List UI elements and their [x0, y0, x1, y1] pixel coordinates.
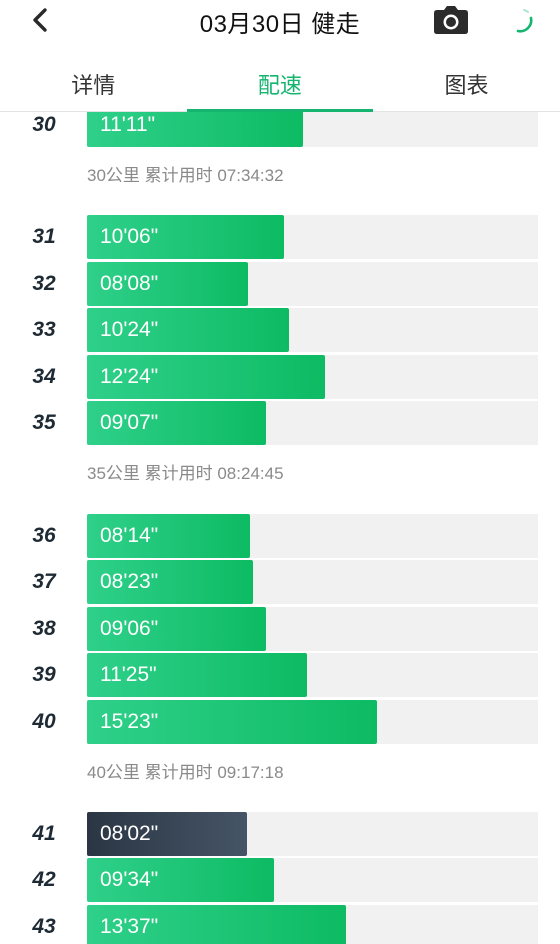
share-photo-button[interactable]	[432, 4, 470, 36]
split-row: 39 11'25"	[0, 653, 560, 697]
pace-track: 08'14"	[87, 514, 538, 558]
pace-bar: 13'37"	[87, 905, 346, 944]
km-label: 31	[32, 225, 56, 248]
km-label: 36	[32, 524, 56, 547]
pace-value: 09'06"	[100, 617, 159, 640]
pace-value: 10'24"	[100, 318, 159, 341]
km-label: 40	[32, 710, 56, 733]
pace-bar: 08'23"	[87, 560, 253, 604]
pace-track: 09'34"	[87, 858, 538, 902]
pace-bar: 10'06"	[87, 215, 284, 259]
km-label: 33	[32, 318, 56, 341]
pace-bar: 09'06"	[87, 607, 266, 651]
tab-details[interactable]: 详情	[71, 73, 116, 98]
split-row: 37 08'23"	[0, 560, 560, 604]
pace-track: 08'23"	[87, 560, 538, 604]
tab-bar: 详情 配速 图表	[0, 58, 560, 112]
split-row: 31 10'06"	[0, 215, 560, 259]
pace-track: 15'23"	[87, 700, 538, 744]
km-label: 34	[32, 365, 56, 388]
chevron-left-icon	[33, 8, 47, 32]
pace-bar: 15'23"	[87, 700, 377, 744]
tab-pace[interactable]: 配速	[186, 58, 374, 112]
cumulative-time-summary: 40公里 累计用时 09:17:18	[87, 763, 284, 782]
spinner-icon	[516, 9, 533, 33]
pace-bar: 10'24"	[87, 308, 289, 352]
pace-bar: 08'08"	[87, 262, 248, 306]
km-label: 32	[32, 272, 56, 295]
pace-value: 15'23"	[100, 710, 159, 733]
pace-track: 11'25"	[87, 653, 538, 697]
loading-indicator	[505, 5, 535, 35]
km-label: 37	[32, 570, 56, 593]
pace-value: 08'23"	[100, 570, 159, 593]
km-label: 43	[32, 915, 56, 938]
back-button[interactable]	[22, 2, 58, 38]
split-row: 32 08'08"	[0, 262, 560, 306]
pace-value: 13'37"	[100, 915, 159, 938]
split-row: 42 09'34"	[0, 858, 560, 902]
pace-track: 10'24"	[87, 308, 538, 352]
pace-value: 09'07"	[100, 411, 159, 434]
split-row: 34 12'24"	[0, 355, 560, 399]
pace-track: 09'07"	[87, 401, 538, 445]
top-bar: 03月30日 健走 详情 配速 图表	[0, 0, 560, 112]
tab-charts[interactable]: 图表	[444, 73, 489, 98]
pace-track: 08'02"	[87, 812, 538, 856]
pace-value: 11'25"	[100, 663, 157, 686]
km-label: 39	[32, 663, 56, 686]
pace-bar-fastest: 08'02"	[87, 812, 247, 856]
split-row: 35 09'07"	[0, 401, 560, 445]
pace-value: 09'34"	[100, 868, 159, 891]
km-label: 42	[32, 868, 56, 891]
pace-value: 11'11"	[100, 113, 156, 136]
pace-track: 09'06"	[87, 607, 538, 651]
pace-bar: 08'14"	[87, 514, 250, 558]
pace-value: 08'08"	[100, 272, 159, 295]
pace-bar: 12'24"	[87, 355, 325, 399]
km-label: 30	[32, 113, 56, 136]
split-row: 41 08'02"	[0, 812, 560, 856]
split-row: 43 13'37"	[0, 905, 560, 944]
pace-track: 13'37"	[87, 905, 538, 944]
split-row: 33 10'24"	[0, 308, 560, 352]
pace-bar: 09'07"	[87, 401, 266, 445]
pace-value: 12'24"	[100, 365, 159, 388]
split-row: 40 15'23"	[0, 700, 560, 744]
camera-icon	[434, 6, 468, 34]
pace-value: 08'02"	[100, 822, 159, 845]
pace-track: 12'24"	[87, 355, 538, 399]
km-label: 41	[32, 822, 56, 845]
pace-value: 08'14"	[100, 524, 159, 547]
pace-bar: 11'25"	[87, 653, 307, 697]
km-label: 35	[32, 411, 56, 434]
cumulative-time-summary: 30公里 累计用时 07:34:32	[87, 166, 284, 185]
cumulative-time-summary: 35公里 累计用时 08:24:45	[87, 464, 284, 483]
pace-value: 10'06"	[100, 225, 159, 248]
split-row: 36 08'14"	[0, 514, 560, 558]
split-row: 38 09'06"	[0, 607, 560, 651]
pace-track: 08'08"	[87, 262, 538, 306]
pace-track: 10'06"	[87, 215, 538, 259]
pace-bar: 09'34"	[87, 858, 274, 902]
page-title: 03月30日 健走	[199, 11, 361, 38]
km-label: 38	[32, 617, 56, 640]
